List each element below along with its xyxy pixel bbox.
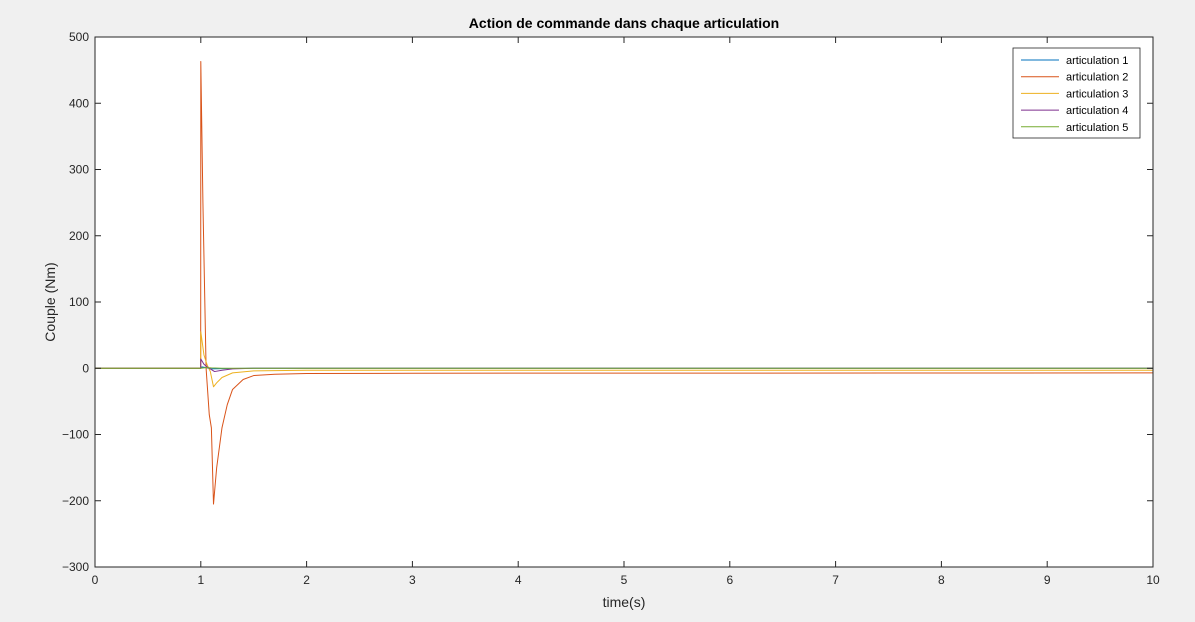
y-axis-label: Couple (Nm) [42, 262, 58, 341]
y-tick-label: −300 [62, 560, 89, 574]
ticklabel-layer: 0 1 2 3 4 5 6 7 8 9 10 −300 −200 −100 0 100 200 300 400 500 [62, 30, 1160, 587]
y-tick-label: −200 [62, 494, 89, 508]
x-tick-label: 5 [621, 573, 628, 587]
series-line-5 [95, 367, 1153, 369]
y-tick-label: −100 [62, 428, 89, 442]
x-tick-label: 7 [832, 573, 839, 587]
legend[interactable]: articulation 1 articulation 2 articulation… [1012, 47, 1141, 139]
legend-label-5: articulation 5 [1066, 122, 1128, 134]
legend-label-2: articulation 2 [1066, 72, 1128, 84]
y-tick-label: 200 [69, 229, 89, 243]
plot-area [95, 37, 1153, 567]
legend-entries: articulation 1 articulation 2 articulation… [1021, 55, 1128, 134]
legend-label-3: articulation 3 [1066, 88, 1128, 100]
y-tick-label: 100 [69, 295, 89, 309]
y-tick-label: 400 [69, 96, 89, 110]
x-tick-label: 1 [197, 573, 204, 587]
y-tick-label: 300 [69, 163, 89, 177]
x-tick-label: 4 [515, 573, 522, 587]
legend-label-4: articulation 4 [1066, 105, 1128, 117]
x-tick-label: 6 [726, 573, 733, 587]
y-tick-label: 500 [69, 30, 89, 44]
series-line-2 [95, 61, 1154, 505]
x-tick-label: 10 [1146, 573, 1160, 587]
chart-title: Action de commande dans chaque articulat… [469, 15, 779, 31]
x-tick-label: 9 [1044, 573, 1051, 587]
tick-layer [94, 36, 1154, 568]
series-layer [95, 61, 1154, 505]
y-tick-label: 0 [82, 361, 89, 375]
x-tick-label: 3 [409, 573, 416, 587]
series-line-3 [95, 331, 1153, 388]
x-axis-label: time(s) [603, 594, 646, 610]
legend-label-1: articulation 1 [1066, 55, 1128, 67]
x-tick-label: 2 [303, 573, 310, 587]
x-tick-label: 8 [938, 573, 945, 587]
x-tick-label: 0 [92, 573, 99, 587]
